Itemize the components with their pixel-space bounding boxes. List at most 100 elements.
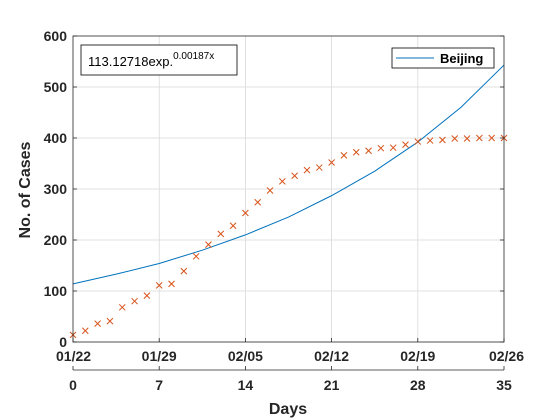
data-point-21 — [328, 159, 335, 166]
data-point-34 — [488, 134, 496, 142]
data-point-18 — [291, 172, 299, 180]
data-point-13 — [229, 222, 237, 230]
data-point-stroke-b — [217, 230, 225, 238]
fit-annotation-text: 113.12718exp.0.00187x — [88, 51, 214, 69]
data-point-stroke-b — [315, 164, 323, 171]
data-point-stroke-b — [488, 134, 496, 142]
data-point-12 — [217, 230, 225, 238]
data-point-17 — [278, 177, 286, 185]
data-point-22 — [340, 151, 348, 159]
data-point-24 — [365, 147, 372, 155]
data-point-stroke-b — [340, 151, 348, 159]
data-point-15 — [254, 198, 262, 206]
data-point-stroke-b — [463, 135, 471, 142]
data-point-stroke-b — [266, 187, 274, 194]
x-tick-label-date-3: 02/12 — [314, 348, 349, 364]
data-point-stroke-b — [451, 135, 459, 142]
data-point-19 — [303, 166, 311, 174]
x-tick-label-days-4: 28 — [410, 377, 426, 393]
data-point-1 — [81, 327, 89, 335]
data-point-stroke-b — [180, 267, 188, 275]
fit-annotation: 113.12718exp.0.00187x — [80, 44, 238, 76]
data-point-stroke-b — [106, 317, 114, 325]
data-point-8 — [168, 280, 175, 288]
data-point-10 — [192, 252, 200, 260]
data-point-stroke-b — [352, 148, 360, 156]
data-point-20 — [315, 164, 323, 171]
data-point-25 — [377, 144, 385, 152]
x-tick-label-days-1: 7 — [155, 377, 163, 393]
data-point-stroke-b — [192, 252, 200, 260]
series-line-beijing — [72, 64, 505, 285]
x-tick-label-date-0: 01/22 — [56, 348, 91, 364]
data-point-stroke-b — [476, 134, 483, 142]
x-tick-label-days-0: 0 — [69, 377, 77, 393]
y-tick-label-3: 300 — [44, 181, 68, 197]
data-point-4 — [118, 303, 126, 311]
x-tick-label-date-5: 02/26 — [489, 348, 524, 364]
data-point-stroke-b — [143, 292, 151, 299]
data-point-31 — [451, 135, 459, 142]
fit-annotation-box — [80, 44, 238, 76]
y-tick-label-2: 200 — [44, 232, 68, 248]
data-point-stroke-b — [328, 159, 335, 166]
y-tick-label-5: 500 — [44, 79, 68, 95]
data-point-stroke-b — [94, 320, 101, 327]
data-point-stroke-b — [242, 209, 249, 217]
data-point-27 — [402, 141, 409, 148]
data-point-stroke-b — [168, 280, 175, 288]
data-point-stroke-b — [389, 144, 397, 152]
data-point-28 — [414, 138, 422, 145]
data-point-23 — [352, 148, 360, 156]
data-point-5 — [131, 297, 138, 305]
data-point-32 — [463, 135, 471, 142]
data-point-stroke-b — [278, 177, 286, 185]
x-tick-label-days-5: 35 — [496, 377, 512, 393]
x-tick-label-date-1: 01/29 — [142, 348, 177, 364]
data-point-30 — [439, 136, 446, 144]
data-point-stroke-b — [254, 198, 262, 206]
x-axis-title: Days — [269, 401, 307, 418]
data-point-stroke-b — [205, 241, 212, 248]
data-point-stroke-b — [426, 137, 434, 144]
data-point-9 — [180, 267, 188, 275]
data-point-stroke-b — [402, 141, 409, 148]
grid — [73, 36, 504, 342]
data-point-26 — [389, 144, 397, 152]
x-tick-label-days-2: 14 — [238, 377, 254, 393]
x-tick-label-days-3: 21 — [324, 377, 340, 393]
data-point-stroke-b — [81, 327, 89, 335]
data-point-stroke-b — [303, 166, 311, 174]
data-point-stroke-b — [291, 172, 299, 180]
fit-annotation-exponent: 0.00187x — [173, 51, 214, 62]
data-point-6 — [143, 292, 151, 299]
data-point-stroke-b — [229, 222, 237, 230]
data-point-stroke-b — [131, 297, 138, 305]
data-point-stroke-b — [118, 303, 126, 311]
data-point-stroke-b — [439, 136, 446, 144]
data-point-33 — [476, 134, 483, 142]
y-axis-title: No. of Cases — [17, 141, 34, 238]
data-point-stroke-b — [414, 138, 422, 145]
fit-annotation-base: 113.12718exp. — [88, 54, 173, 69]
data-point-11 — [205, 241, 212, 248]
data-point-stroke-b — [365, 147, 372, 155]
axes — [72, 35, 505, 371]
y-tick-label-1: 100 — [44, 283, 68, 299]
data-point-7 — [155, 282, 163, 289]
data-point-29 — [426, 137, 434, 144]
data-point-3 — [106, 317, 114, 325]
data-point-16 — [266, 187, 274, 194]
series-lines — [72, 64, 505, 285]
legend-label-beijing: Beijing — [440, 51, 483, 66]
legend: Beijing — [391, 47, 495, 69]
data-point-14 — [242, 209, 249, 217]
legend-box — [391, 47, 495, 69]
y-tick-label-4: 400 — [44, 130, 68, 146]
data-point-2 — [94, 320, 101, 327]
y-tick-label-0: 0 — [59, 334, 67, 350]
x-tick-label-date-2: 02/05 — [228, 348, 263, 364]
x-tick-label-date-4: 02/19 — [400, 348, 435, 364]
data-point-stroke-b — [377, 144, 385, 152]
